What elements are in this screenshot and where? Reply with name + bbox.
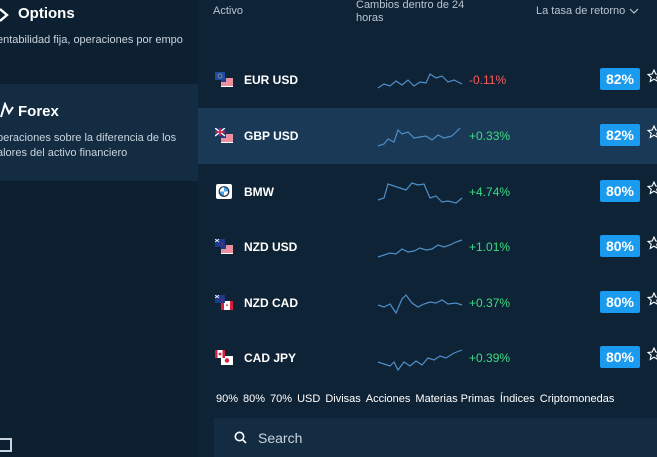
currency-flags-icon xyxy=(215,350,233,365)
return-badge: 80% xyxy=(600,235,640,257)
sparkline-chart xyxy=(377,182,463,204)
change-percent: +1.01% xyxy=(469,240,511,254)
filter-chip[interactable]: Índices xyxy=(499,393,535,405)
forex-icon xyxy=(0,102,14,118)
forex-card[interactable]: Forex peraciones sobre la diferencia de … xyxy=(0,84,198,181)
options-icon xyxy=(0,8,9,22)
asset-list-panel: Activo Cambios dentro de 24 horas La tas… xyxy=(198,0,657,457)
star-icon[interactable] xyxy=(647,347,657,361)
sparkline-chart xyxy=(377,294,463,315)
asset-row[interactable]: BMW +4.74% 80% xyxy=(198,164,657,220)
change-percent: +0.33% xyxy=(469,129,511,143)
return-badge: 80% xyxy=(600,180,640,202)
star-icon[interactable] xyxy=(647,69,657,83)
left-panel: Options entabilidad fija, operaciones po… xyxy=(0,0,198,457)
options-description: entabilidad fija, operaciones por empo xyxy=(0,34,183,46)
asset-row[interactable]: CAD JPY +0.39% 80% xyxy=(198,330,657,386)
star-icon[interactable] xyxy=(647,125,657,139)
filter-bar: 90% 80% 70% USD Divisas Acciones Materias Prim… xyxy=(216,393,619,405)
forex-title: Forex xyxy=(18,103,59,120)
asset-row[interactable]: GBP USD +0.33% 82% xyxy=(198,108,657,164)
sparkline-chart xyxy=(377,349,463,372)
filter-chip[interactable]: Materias Primas xyxy=(415,393,495,405)
header-change: Cambios dentro de 24 horas xyxy=(356,0,465,24)
return-badge: 80% xyxy=(600,291,640,313)
filter-chip[interactable]: 70% xyxy=(270,393,293,405)
filter-chip[interactable]: 90% xyxy=(216,393,239,405)
asset-name: CAD JPY xyxy=(244,351,297,365)
asset-name: NZD USD xyxy=(244,240,298,254)
asset-row[interactable]: NZD CAD +0.37% 80% xyxy=(198,275,657,331)
sparkline-chart xyxy=(377,127,461,147)
chevron-down-icon xyxy=(629,8,639,14)
search-bar[interactable] xyxy=(214,418,657,457)
filter-chip[interactable]: Acciones xyxy=(365,393,411,405)
header-asset: Activo xyxy=(213,5,243,17)
currency-flags-icon xyxy=(215,72,233,87)
currency-flags-icon xyxy=(215,239,233,254)
asset-name: EUR USD xyxy=(244,73,299,87)
star-icon[interactable] xyxy=(647,292,657,306)
search-icon xyxy=(234,431,247,444)
sparkline-chart xyxy=(377,73,463,89)
header-rate-label: La tasa de retorno xyxy=(536,5,626,17)
star-icon[interactable] xyxy=(647,181,657,195)
asset-row[interactable]: NZD USD +1.01% 80% xyxy=(198,219,657,275)
asset-row[interactable]: EUR USD -0.11% 82% xyxy=(198,52,657,108)
filter-chip[interactable]: Criptomonedas xyxy=(539,393,615,405)
search-input[interactable] xyxy=(258,428,638,448)
bmw-logo-icon xyxy=(216,184,232,199)
asset-name: GBP USD xyxy=(244,129,299,143)
change-percent: +0.37% xyxy=(469,296,511,310)
return-badge: 80% xyxy=(600,346,640,368)
change-percent: -0.11% xyxy=(469,73,507,87)
change-percent: +0.39% xyxy=(469,351,511,365)
currency-flags-icon xyxy=(215,295,233,310)
currency-flags-icon xyxy=(215,128,233,143)
return-badge: 82% xyxy=(600,124,640,146)
filter-chip[interactable]: 80% xyxy=(243,393,266,405)
sparkline-chart xyxy=(377,239,463,258)
filter-chip[interactable]: Divisas xyxy=(325,393,361,405)
asset-name: BMW xyxy=(244,185,274,199)
filter-chip[interactable]: USD xyxy=(297,393,321,405)
asset-name: NZD CAD xyxy=(244,296,298,310)
options-title: Options xyxy=(18,5,75,22)
return-badge: 82% xyxy=(600,68,640,90)
header-rate[interactable]: La tasa de retorno xyxy=(536,5,639,18)
star-icon[interactable] xyxy=(647,236,657,250)
collapse-icon[interactable] xyxy=(0,438,12,452)
options-card[interactable]: Options entabilidad fija, operaciones po… xyxy=(0,0,198,82)
change-percent: +4.74% xyxy=(469,185,511,199)
forex-description: peraciones sobre la diferencia de los al… xyxy=(0,132,177,159)
